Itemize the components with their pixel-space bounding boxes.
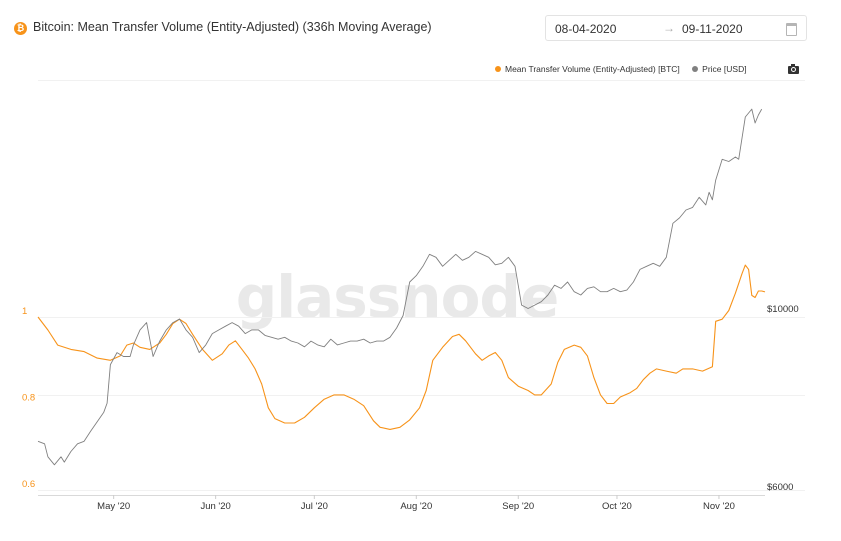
gridlines xyxy=(38,80,805,491)
x-tick-label: May '20 xyxy=(97,501,130,512)
x-tick-label: Oct '20 xyxy=(602,501,632,512)
y-right-tick-label: $6000 xyxy=(767,482,793,493)
arrow-right-icon: → xyxy=(663,21,675,35)
y-left-tick-label: 0.8 xyxy=(22,393,35,404)
x-tick-label: Aug '20 xyxy=(400,501,432,512)
legend-item-transfer-volume[interactable]: Mean Transfer Volume (Entity-Adjusted) [… xyxy=(495,64,680,74)
legend-dot-orange xyxy=(495,65,501,72)
y-left-tick-label: 1 xyxy=(22,306,27,317)
legend-label: Mean Transfer Volume (Entity-Adjusted) [… xyxy=(505,64,680,74)
legend-dot-gray xyxy=(692,65,699,72)
chart-title: Bitcoin: Mean Transfer Volume (Entity-Ad… xyxy=(33,20,432,34)
legend: Mean Transfer Volume (Entity-Adjusted) [… xyxy=(495,64,757,74)
chart-header: ₿ Bitcoin: Mean Transfer Volume (Entity-… xyxy=(0,0,841,58)
series-line-price xyxy=(37,108,763,466)
bitcoin-icon: ₿ xyxy=(14,22,27,35)
date-range-picker[interactable]: 08-04-2020 → 09-11-2020 xyxy=(545,15,807,41)
camera-icon[interactable] xyxy=(788,64,799,74)
watermark: glassnode xyxy=(236,263,559,331)
x-tick-label: Jul '20 xyxy=(301,501,328,512)
series-line-transfer-volume xyxy=(37,264,766,430)
x-tick-label: Jun '20 xyxy=(200,501,230,512)
series-layer xyxy=(37,108,766,466)
x-tick-label: Sep '20 xyxy=(502,501,534,512)
date-end-input[interactable]: 09-11-2020 xyxy=(682,22,743,36)
y-left-tick-label: 0.6 xyxy=(22,479,35,490)
legend-label: Price [USD] xyxy=(702,64,747,74)
x-tick-label: Nov '20 xyxy=(703,501,735,512)
date-start-input[interactable]: 08-04-2020 xyxy=(555,22,617,36)
legend-item-price[interactable]: Price [USD] xyxy=(692,64,747,74)
calendar-icon[interactable] xyxy=(786,23,797,36)
y-right-tick-label: $10000 xyxy=(767,304,799,315)
axis-layer: May '20 Jun '20 Jul '20 Aug '20 Sep '20 Oct '… xyxy=(22,304,799,512)
